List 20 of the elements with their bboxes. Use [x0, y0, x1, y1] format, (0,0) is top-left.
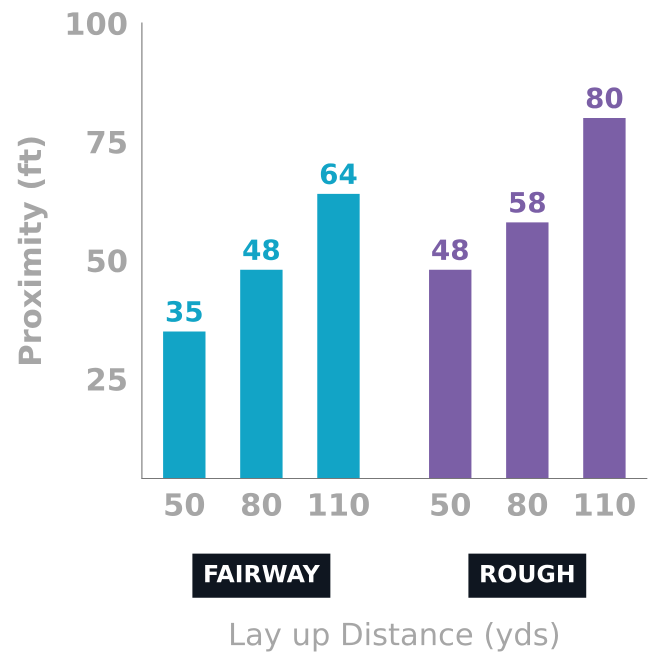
x-axis-title: Lay up Distance (yds): [231, 622, 558, 652]
data-label: 48: [432, 239, 468, 260]
data-label: 48: [243, 239, 279, 260]
data-label: 58: [510, 192, 545, 213]
y-tick-label: 50: [88, 249, 127, 272]
text: ROUGH: [481, 564, 574, 583]
y-tick-label: 75: [88, 131, 126, 154]
x-tick-label: 50: [431, 492, 470, 516]
text: FAIRWAY: [205, 565, 320, 582]
x-tick-label: 50: [165, 492, 204, 516]
data-label: 35: [166, 300, 202, 322]
x-tick-label: 80: [508, 492, 548, 516]
x-tick-label: 80: [242, 492, 282, 516]
y-tick-label: 25: [88, 368, 126, 391]
data-label: 64: [320, 163, 357, 184]
x-tick-label: 110: [576, 492, 635, 516]
y-axis-title: Proximity (ft): [18, 137, 48, 364]
data-label: 80: [586, 87, 622, 108]
x-tick-label: 110: [310, 492, 369, 516]
y-tick-label: 100: [68, 12, 127, 36]
